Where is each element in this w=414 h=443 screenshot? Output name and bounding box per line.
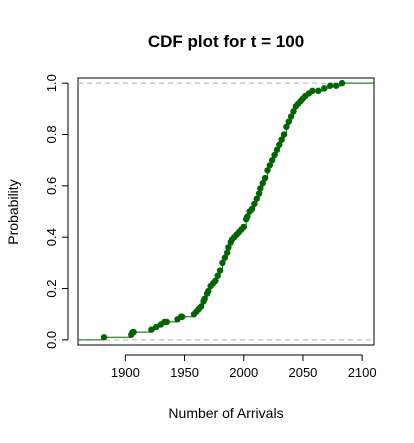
y-tick-label: 0.8	[44, 125, 59, 143]
cdf-point	[290, 108, 297, 115]
y-tick-label: 0.6	[44, 177, 59, 195]
y-tick-label: 0.0	[44, 331, 59, 349]
cdf-point	[219, 259, 226, 267]
cdf-step-path	[78, 82, 374, 341]
cdf-point	[321, 85, 328, 92]
cdf-point	[216, 267, 224, 274]
cdf-point	[163, 318, 170, 326]
cdf-point	[264, 167, 271, 174]
cdf-point	[214, 272, 221, 279]
cdf-point	[240, 223, 247, 231]
x-axis-label: Number of Arrivals	[168, 405, 283, 421]
cdf-point	[261, 174, 269, 182]
cdf-point	[266, 162, 274, 169]
cdf-point	[332, 82, 340, 89]
y-axis-label: Probability	[5, 179, 21, 244]
cdf-point	[280, 131, 288, 138]
cdf-point	[251, 200, 258, 207]
cdf-point	[268, 156, 276, 164]
cdf-point	[287, 113, 295, 120]
y-tick-label: 0.4	[44, 228, 59, 246]
cdf-point	[259, 180, 266, 187]
cdf-point	[278, 136, 285, 143]
cdf-point	[225, 244, 232, 251]
cdf-step-line	[78, 82, 374, 341]
x-axis: 1900 1950 2000 2050 2100	[111, 354, 377, 380]
cdf-point	[201, 295, 208, 302]
cdf-point	[271, 151, 278, 159]
cdf-point	[223, 249, 231, 256]
y-axis: 0.0 0.2 0.4 0.6 0.8 1.0	[44, 74, 69, 349]
y-tick-label: 1.0	[44, 74, 59, 92]
cdf-point	[221, 254, 229, 261]
cdf-point	[248, 205, 256, 213]
cdf-point	[100, 334, 108, 341]
cdf-point	[130, 328, 137, 336]
y-tick-label: 0.2	[44, 279, 59, 297]
cdf-point	[212, 277, 219, 285]
cdf-point	[276, 141, 283, 148]
x-tick-label: 1950	[170, 365, 199, 380]
cdf-point	[197, 303, 205, 310]
cdf-point	[283, 123, 290, 130]
plot-frame	[77, 77, 375, 346]
cdf-point	[148, 326, 155, 333]
cdf-point	[309, 87, 316, 95]
cdf-point	[152, 323, 160, 331]
cdf-point	[205, 287, 212, 295]
x-tick-label: 2000	[229, 365, 258, 380]
x-tick-label: 1900	[111, 365, 140, 380]
cdf-point	[255, 190, 263, 197]
cdf-point	[285, 118, 292, 125]
cdf-point	[178, 313, 186, 320]
chart-title: CDF plot for t = 100	[148, 32, 304, 51]
cdf-point	[315, 87, 322, 95]
cdf-point	[244, 213, 251, 220]
cdf-point	[326, 82, 334, 89]
cdf-point	[253, 195, 260, 202]
x-tick-label: 2100	[348, 365, 377, 380]
cdf-point	[257, 185, 264, 192]
cdf-point	[338, 79, 346, 87]
cdf-points	[100, 79, 346, 341]
x-tick-label: 2050	[288, 365, 317, 380]
cdf-point	[273, 146, 281, 154]
